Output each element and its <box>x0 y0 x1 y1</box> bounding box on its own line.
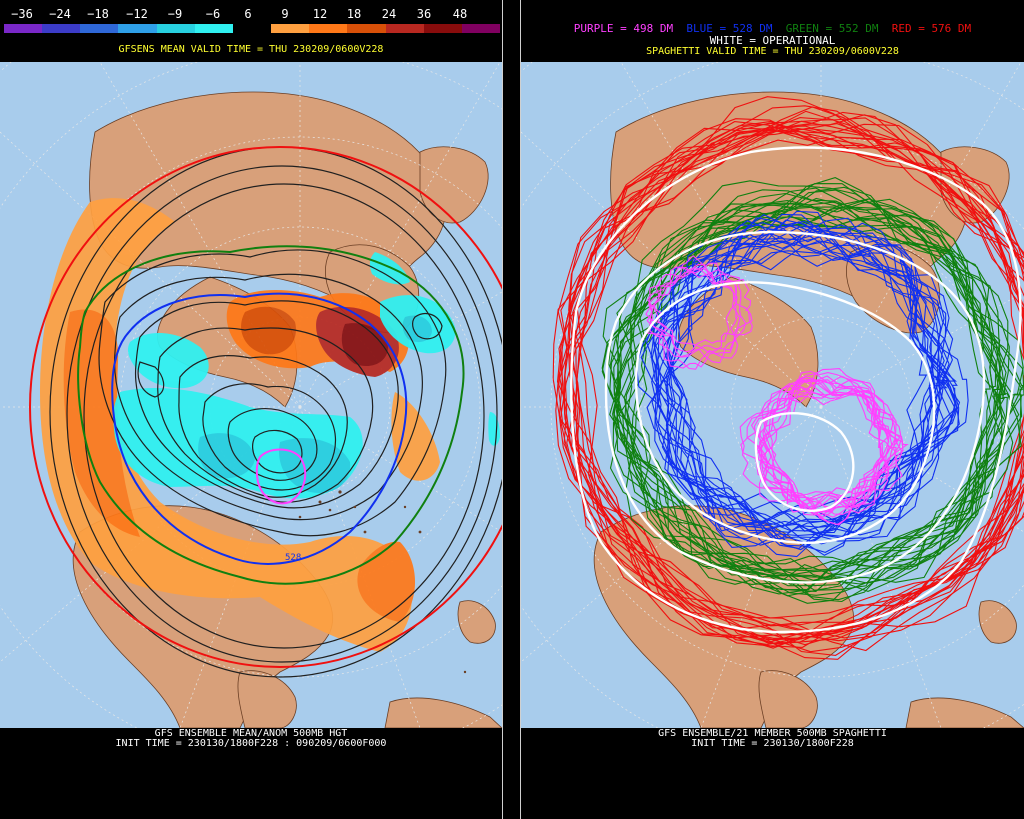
ensemble-member-line <box>652 235 945 528</box>
scale-swatch <box>4 24 43 33</box>
contour-label-528: 528 <box>285 553 301 563</box>
panel-title: GFSENS MEAN VALID TIME = THU 230209/0600… <box>118 44 384 55</box>
key-contours <box>29 146 502 668</box>
scale-swatch <box>232 24 272 33</box>
ensemble-member-line <box>758 370 897 526</box>
footer-init-time: INIT TIME = 230130/1800F228 : 090209/060… <box>115 738 387 749</box>
legend-red: RED = 576 DM <box>891 22 972 35</box>
scale-swatch <box>118 24 157 33</box>
scale-swatch <box>194 24 233 33</box>
footer-product-line: GFS ENSEMBLE/21 MEMBER 500MB SPAGHETTI <box>658 728 887 739</box>
ensemble-member-line <box>570 127 1024 649</box>
scale-swatch <box>156 24 195 33</box>
footer-init-time: INIT TIME = 230130/1800F228 <box>691 738 854 749</box>
ensemble-member-line <box>646 264 738 353</box>
scale-label: 9 <box>281 7 289 21</box>
ensemble-member-line <box>646 225 950 549</box>
anomaly-scale-labels: −36 −24 −18 −12 −9 −6 6 9 12 18 24 36 48 <box>0 7 502 21</box>
scale-label: 48 <box>452 7 468 21</box>
anomaly-color-scale <box>4 24 501 33</box>
legend-blue: BLUE = 528 DM <box>686 22 773 35</box>
ensemble-member-line <box>609 183 1024 597</box>
ensemble-member-line <box>740 383 909 507</box>
scale-swatch <box>347 24 386 33</box>
ensemble-member-line <box>651 225 945 540</box>
ensemble-member-line <box>666 220 950 540</box>
scale-label: −18 <box>87 7 109 21</box>
scale-swatch <box>423 24 462 33</box>
spaghetti-green-552dm <box>601 177 1024 604</box>
ensemble-mean-map: 528 <box>0 62 502 728</box>
ensemble-member-line <box>750 381 894 518</box>
scale-label: 6 <box>244 7 252 21</box>
ensemble-member-line <box>559 129 1024 643</box>
ensemble-member-line <box>654 255 742 358</box>
scale-label: −9 <box>167 7 183 21</box>
scale-swatch <box>271 24 310 33</box>
scale-label: −24 <box>49 7 71 21</box>
scale-label: −36 <box>11 7 33 21</box>
ensemble-member-line <box>567 105 1024 646</box>
ensemble-member-line <box>558 136 1024 642</box>
ensemble-member-line <box>616 212 1007 585</box>
scale-label: 24 <box>381 7 397 21</box>
ensemble-member-line <box>645 266 753 364</box>
spaghetti-red-576dm <box>552 96 1024 660</box>
scale-swatch <box>42 24 81 33</box>
legend-green: GREEN = 552 DM <box>785 22 879 35</box>
ensemble-member-line <box>648 262 747 370</box>
operational-run-contours <box>570 146 1022 634</box>
scale-swatch <box>309 24 348 33</box>
scale-label: 12 <box>312 7 328 21</box>
ensemble-member-line <box>613 187 1000 592</box>
ensemble-mean-panel: −36 −24 −18 −12 −9 −6 6 9 12 18 24 36 48… <box>0 0 502 819</box>
ensemble-member-line <box>570 118 1024 648</box>
left-footer: GFS ENSEMBLE MEAN/ANOM 500MB HGT INIT TI… <box>0 728 502 819</box>
positive-anomaly-shading <box>40 198 440 652</box>
ensemble-member-line <box>624 198 1024 584</box>
panel-divider <box>502 0 521 819</box>
negative-anomaly-shading <box>113 252 500 499</box>
legend-white: WHITE = OPERATIONAL <box>709 34 836 47</box>
ensemble-member-line <box>626 198 1020 591</box>
spaghetti-panel: PURPLE = 498 DM BLUE = 528 DM GREEN = 55… <box>521 0 1024 819</box>
scale-label: 36 <box>416 7 432 21</box>
ensemble-member-line <box>569 110 1024 633</box>
ensemble-member-line <box>613 180 1024 585</box>
scale-label: −6 <box>205 7 221 21</box>
south-america-tip <box>384 697 502 728</box>
ensemble-member-line <box>746 376 903 526</box>
ensemble-member-line <box>647 266 739 369</box>
footer-product-line: GFS ENSEMBLE MEAN/ANOM 500MB HGT <box>154 728 348 739</box>
legend-purple: PURPLE = 498 DM <box>573 22 674 35</box>
spaghetti-purple-498dm <box>645 255 909 526</box>
africa-edge <box>457 600 496 644</box>
scale-swatch <box>461 24 501 33</box>
coastline-details <box>298 490 467 674</box>
ensemble-member-line <box>645 217 960 542</box>
ensemble-member-line <box>557 123 1024 639</box>
scale-swatch <box>385 24 424 33</box>
scale-label: −12 <box>126 7 148 21</box>
ensemble-member-line <box>635 224 958 548</box>
right-footer: GFS ENSEMBLE/21 MEMBER 500MB SPAGHETTI I… <box>521 728 1024 819</box>
scale-label: 18 <box>346 7 362 21</box>
panel-title: SPAGHETTI VALID TIME = THU 230209/0600V2… <box>646 46 899 57</box>
spaghetti-map <box>521 62 1024 728</box>
ensemble-member-line <box>609 177 1001 595</box>
scale-swatch <box>80 24 119 33</box>
central-america <box>237 670 297 728</box>
spaghetti-legend: PURPLE = 498 DM BLUE = 528 DM GREEN = 55… <box>521 22 1024 35</box>
ensemble-member-line <box>608 192 1006 601</box>
ensemble-member-line <box>576 123 1024 648</box>
